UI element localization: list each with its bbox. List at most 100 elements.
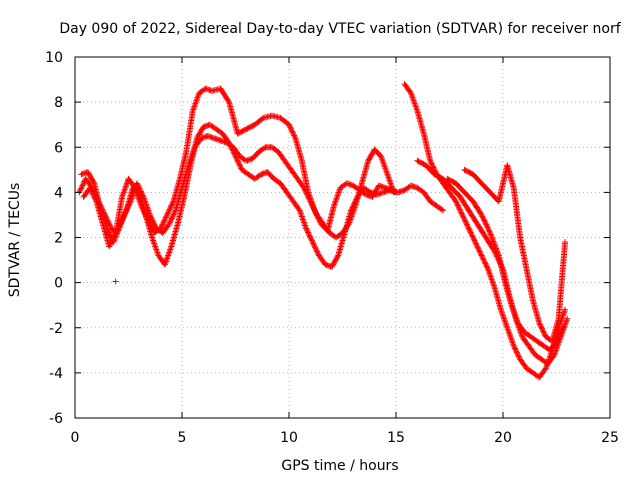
- data-point: [477, 249, 484, 256]
- data-point: [463, 220, 470, 227]
- data-point: [467, 228, 474, 235]
- data-point: [288, 127, 295, 134]
- data-point: [373, 187, 380, 194]
- data-point: [163, 213, 170, 220]
- data-point: [512, 346, 519, 353]
- data-point: [162, 214, 169, 221]
- data-point: [333, 255, 340, 262]
- data-point: [291, 133, 298, 140]
- data-point: [455, 203, 462, 210]
- data-point: [237, 164, 244, 171]
- data-point: [305, 194, 312, 201]
- data-point: [235, 158, 242, 165]
- data-point: [556, 332, 563, 339]
- data-point: [146, 211, 153, 218]
- data-point: [111, 232, 118, 239]
- data-point: [367, 154, 374, 161]
- y-tick-label: 6: [54, 140, 63, 156]
- data-point: [148, 214, 155, 221]
- data-point: [134, 181, 141, 188]
- data-point: [559, 326, 566, 333]
- data-point: [541, 366, 548, 373]
- data-point: [311, 206, 318, 213]
- data-point: [169, 201, 176, 208]
- data-point: [482, 260, 489, 267]
- data-point: [483, 263, 490, 270]
- data-point: [333, 256, 340, 263]
- data-point: [494, 249, 501, 256]
- data-point: [307, 234, 314, 241]
- data-point: [168, 202, 175, 209]
- data-point: [557, 330, 564, 337]
- data-point: [562, 306, 569, 313]
- data-point: [490, 238, 497, 245]
- data-point: [550, 353, 557, 360]
- data-point: [453, 199, 460, 206]
- data-point: [480, 216, 487, 223]
- data-point: [168, 216, 175, 223]
- data-point: [514, 350, 521, 357]
- data-point: [463, 221, 470, 228]
- data-point: [290, 131, 297, 138]
- y-tick-label: 10: [45, 50, 63, 66]
- data-point: [428, 160, 435, 167]
- data-point: [304, 192, 311, 199]
- data-point: [476, 247, 483, 254]
- data-point: [478, 211, 485, 218]
- data-point: [484, 224, 491, 231]
- data-point: [309, 203, 316, 210]
- data-point: [486, 228, 493, 235]
- data-point: [477, 210, 484, 217]
- data-point: [483, 223, 490, 230]
- data-point: [78, 183, 85, 190]
- grid: [75, 57, 610, 418]
- data-point: [538, 325, 545, 332]
- data-point: [511, 344, 518, 351]
- data-point: [90, 179, 97, 186]
- data-point: [454, 201, 461, 208]
- data-point: [118, 218, 125, 225]
- data-point: [536, 320, 543, 327]
- data-point: [479, 214, 486, 221]
- data-point: [310, 241, 317, 248]
- data-point: [489, 237, 496, 244]
- data-point: [491, 241, 498, 248]
- data-point: [88, 187, 95, 194]
- data-point: [150, 218, 157, 225]
- data-point: [134, 180, 141, 187]
- data-point: [456, 206, 463, 213]
- data-point: [126, 199, 133, 206]
- data-point: [106, 230, 113, 237]
- data-point: [139, 192, 146, 199]
- data-point: [159, 221, 166, 228]
- data-point: [165, 207, 172, 214]
- data-point: [149, 217, 156, 224]
- x-tick-label: 25: [601, 430, 619, 446]
- data-point: [492, 244, 499, 251]
- data-point: [481, 257, 488, 264]
- series-track-7: [461, 162, 569, 345]
- data-point: [304, 191, 311, 198]
- data-point: [122, 209, 129, 216]
- data-point: [308, 237, 315, 244]
- data-point: [368, 152, 375, 159]
- data-point: [459, 211, 466, 218]
- data-point: [373, 186, 380, 193]
- data-point: [89, 177, 96, 184]
- data-point: [136, 185, 143, 192]
- data-point: [368, 151, 375, 158]
- data-point: [89, 190, 96, 197]
- data-point: [479, 213, 486, 220]
- data-point: [198, 126, 205, 133]
- data-point: [305, 229, 312, 236]
- data-point: [305, 230, 312, 237]
- data-point: [474, 243, 481, 250]
- data-point: [90, 192, 97, 199]
- data-point: [328, 263, 335, 270]
- data-point: [365, 156, 372, 163]
- data-point: [313, 247, 320, 254]
- data-point: [286, 123, 293, 130]
- data-point: [311, 207, 318, 214]
